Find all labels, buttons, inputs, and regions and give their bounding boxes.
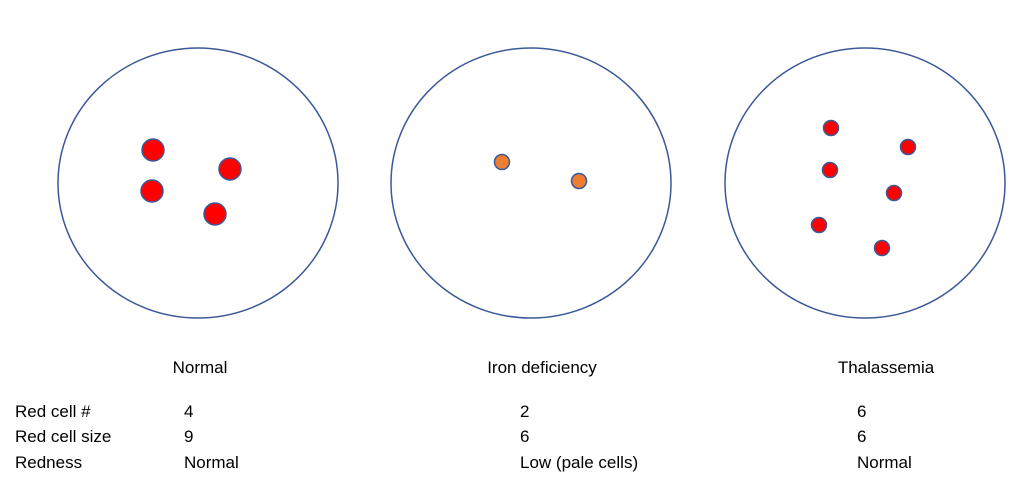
thalassemia-red-cell-count: 6 (857, 402, 867, 421)
normal-smear-circle (57, 47, 339, 319)
iron-deficiency-red-cell-1 (493, 153, 511, 171)
row-label-redness: Redness (15, 453, 83, 472)
row-label-red-cell-count: Red cell # (15, 402, 91, 421)
thalassemia-red-cell-5 (810, 216, 828, 234)
normal-red-cell-3 (140, 179, 164, 203)
iron-deficiency-red-cell-2 (570, 172, 588, 190)
iron-deficiency-redness: Low (pale cells) (520, 453, 639, 472)
normal-red-cell-count: 4 (184, 402, 194, 421)
normal-redness: Normal (184, 453, 239, 472)
iron-deficiency-red-cell-size: 6 (520, 427, 530, 446)
diagram-canvas (57, 47, 1006, 319)
thalassemia-red-cell-2 (899, 138, 917, 156)
thalassemia-red-cell-3 (821, 161, 839, 179)
thalassemia-red-cell-1 (822, 119, 840, 137)
iron-deficiency-red-cell-count: 2 (520, 402, 530, 421)
thalassemia-title: Thalassemia (837, 358, 935, 377)
normal-red-cell-size: 9 (184, 427, 194, 446)
thalassemia-red-cell-6 (873, 239, 891, 257)
row-label-red-cell-size: Red cell size (15, 427, 112, 446)
iron-deficiency-smear-circle (390, 47, 672, 319)
thalassemia-red-cell-4 (885, 184, 903, 202)
normal-red-cell-4 (203, 202, 227, 226)
thalassemia-smear-circle (724, 47, 1006, 319)
normal-red-cell-2 (218, 157, 242, 181)
normal-title: Normal (172, 358, 228, 377)
iron-deficiency-title: Iron deficiency (487, 358, 597, 377)
thalassemia-red-cell-size: 6 (857, 427, 867, 446)
thalassemia-redness: Normal (857, 453, 912, 472)
normal-red-cell-1 (141, 138, 165, 162)
